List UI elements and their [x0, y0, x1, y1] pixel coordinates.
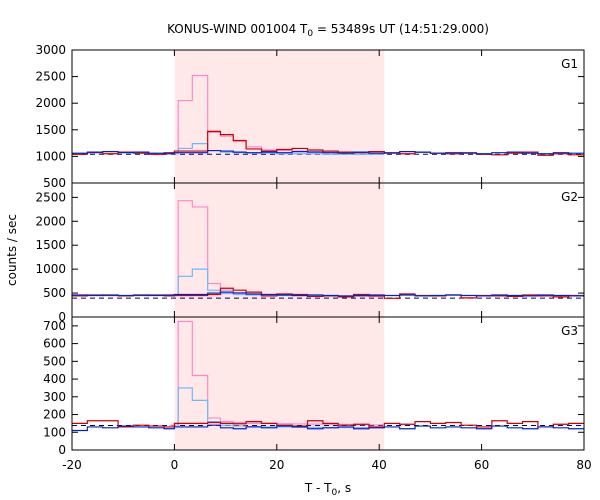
x-tick-label: 0 — [171, 458, 179, 472]
panel-frame — [71, 316, 585, 451]
y-tick-label: 100 — [43, 425, 66, 439]
y-tick-label: 200 — [43, 408, 66, 422]
panels: 30002500200015001000500G1250020001500100… — [35, 43, 591, 472]
y-tick-label: 300 — [43, 390, 66, 404]
x-tick-label: 80 — [576, 458, 591, 472]
highlight-region — [174, 50, 385, 183]
x-tick-label: -20 — [62, 458, 82, 472]
panel-label: G3 — [561, 324, 578, 338]
y-tick-label: 2500 — [35, 190, 66, 204]
y-tick-label: 600 — [43, 337, 66, 351]
x-tick-label: 60 — [474, 458, 489, 472]
y-tick-label: 1000 — [35, 262, 66, 276]
y-axis-label: counts / sec — [5, 214, 19, 286]
y-tick-label: 500 — [43, 286, 66, 300]
series-g3-blue — [72, 424, 584, 432]
x-tick-label: 20 — [269, 458, 284, 472]
y-tick-label: 1000 — [35, 149, 66, 163]
panel-g2: 2500 2000 1500 1000 500 0 G2 — [35, 182, 585, 324]
panel-g1: 3000 2500 2000 1500 1000 500 G1 — [35, 43, 585, 190]
chart-title: KONUS-WIND 001004 T0 = 53489s UT (14:51:… — [167, 22, 489, 39]
series-g3-red — [72, 420, 584, 428]
panel-label: G2 — [561, 190, 578, 204]
series-g2-blue — [72, 291, 584, 297]
y-tick-label: 0 — [58, 443, 66, 457]
y-tick-label: 1500 — [35, 238, 66, 252]
x-tick-label: 40 — [372, 458, 387, 472]
y-tick-label: 1500 — [35, 123, 66, 137]
y-tick-label: 500 — [43, 176, 66, 190]
y-tick-label: 400 — [43, 372, 66, 386]
series-g1-blue — [72, 149, 584, 155]
panel-g3: 700 600 500 400 300 200 100 0 G3 — [43, 316, 585, 457]
y-tick-label: 2500 — [35, 70, 66, 84]
panel-label: G1 — [561, 57, 578, 71]
y-tick-label: 500 — [43, 354, 66, 368]
y-tick-label: 0 — [58, 310, 66, 324]
series-g1-red — [72, 130, 584, 156]
y-tick-label: 3000 — [35, 43, 66, 57]
highlight-region — [174, 317, 385, 450]
y-tick-label: 2000 — [35, 96, 66, 110]
y-tick-label: 2000 — [35, 214, 66, 228]
x-axis-label: T - T0, s — [304, 481, 351, 498]
y-tick-label: 700 — [43, 319, 66, 333]
